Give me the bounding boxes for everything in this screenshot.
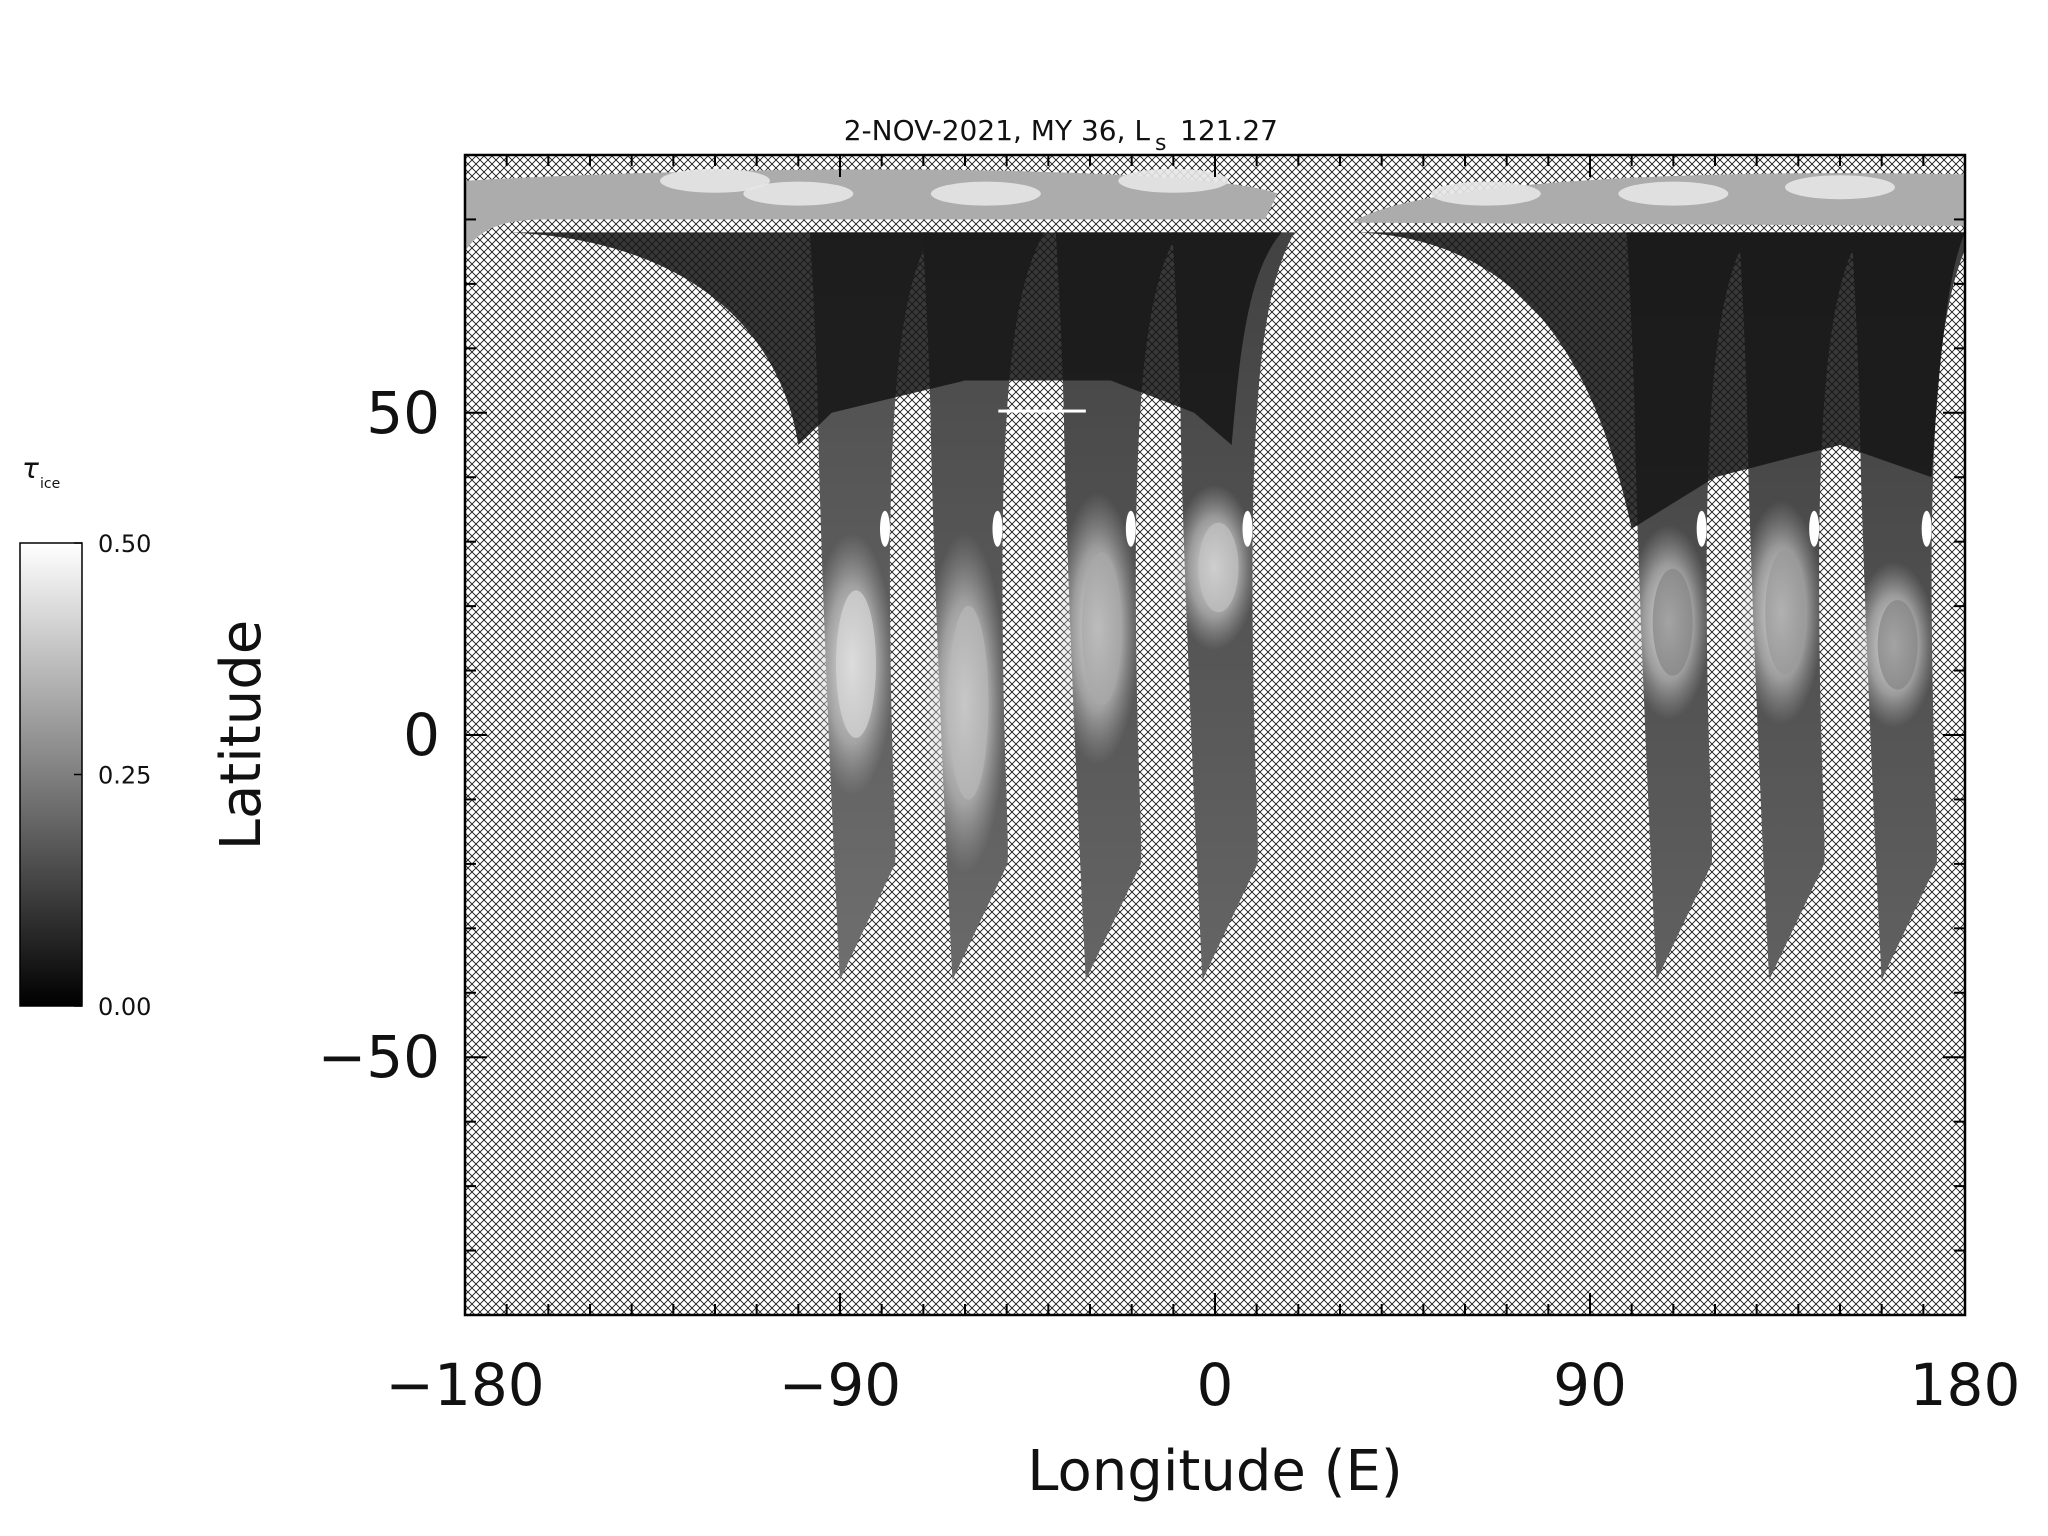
data-gap [1809, 510, 1820, 547]
polar-ice-patch-1 [660, 168, 770, 193]
ice-cloud-core [1081, 551, 1122, 706]
colorbar-tick-label: 0.00 [98, 993, 151, 1021]
colorbar-ticks: 0.50 0.25 0.00 [74, 530, 151, 1021]
polar-cap-west [465, 169, 1278, 252]
y-tick-label: −50 [318, 1023, 440, 1091]
ice-cloud-core [1652, 568, 1693, 676]
ice-cloud-core [948, 605, 989, 800]
ice-cloud-core [836, 590, 876, 738]
colorbar-label-subscript: ice [40, 476, 60, 492]
y-tick-label: 50 [366, 379, 440, 447]
colorbar-gradient [19, 542, 83, 1007]
x-tick-label: −180 [385, 1351, 544, 1419]
plot-frame [463, 153, 1967, 1317]
colorbar-tick-label: 0.50 [98, 530, 151, 558]
polar-ice-patch-5 [1430, 181, 1541, 206]
ice-cloud-core [1198, 522, 1239, 613]
polar-ice-patch-4 [1118, 168, 1229, 193]
colorbar-tick-label: 0.25 [98, 762, 151, 790]
polar-ice-patch-6 [1618, 181, 1729, 206]
data-gap [1125, 510, 1136, 547]
chart-title-value: 121.27 [1180, 114, 1278, 147]
colorbar: τ ice 0.50 0.25 0.00 [19, 452, 151, 1021]
data-layer [465, 168, 1965, 980]
x-tick-label: 180 [1910, 1351, 2021, 1419]
chart-title: 2-NOV-2021, MY 36, L [844, 114, 1151, 147]
y-axis-label: Latitude [209, 620, 274, 850]
swath-3 [1055, 232, 1178, 980]
y-tick-label: 0 [403, 701, 440, 769]
data-gap [1696, 510, 1707, 547]
ice-cloud-core [1765, 550, 1806, 675]
north-shadow-east [1356, 232, 1965, 529]
ice-cloud-core [1877, 599, 1918, 690]
data-gap [880, 510, 890, 547]
x-tick-label: 90 [1553, 1351, 1627, 1419]
x-axis-label: Longitude (E) [1027, 1439, 1402, 1504]
data-gap [1921, 510, 1932, 547]
chart-title-subscript: s [1155, 131, 1166, 156]
plot-area [463, 153, 1967, 1317]
data-streak [998, 409, 1086, 413]
polar-ice-patch-3 [930, 181, 1041, 206]
x-tick-label: 0 [1197, 1351, 1234, 1419]
swath-2 [922, 232, 1045, 980]
data-gap [992, 510, 1003, 547]
polar-ice-patch-2 [743, 181, 854, 206]
colorbar-label: τ [22, 452, 39, 485]
north-shadow-west [506, 232, 1282, 445]
polar-ice-patch-7 [1785, 175, 1895, 200]
data-gap [1242, 510, 1253, 547]
x-tick-label: −90 [779, 1351, 901, 1419]
swath-1 [810, 232, 932, 980]
